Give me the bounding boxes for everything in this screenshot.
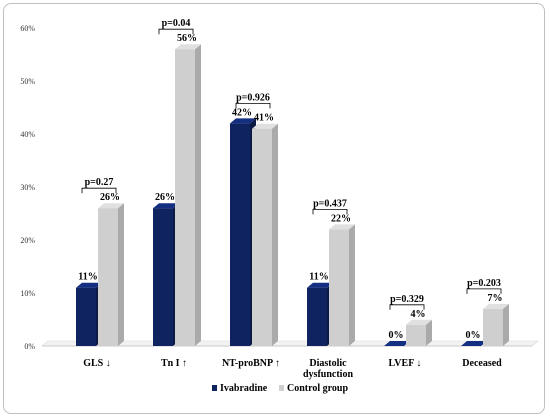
bar-top bbox=[252, 123, 278, 129]
data-label: 7% bbox=[488, 293, 503, 304]
bar-top bbox=[384, 341, 410, 346]
category-label: Tn I ↑ bbox=[161, 358, 187, 369]
bar bbox=[76, 287, 96, 346]
bar-top bbox=[153, 203, 179, 209]
p-value-bracket bbox=[81, 187, 117, 194]
y-tick-label: 10% bbox=[20, 289, 35, 298]
y-tick-label: 20% bbox=[20, 236, 35, 245]
y-tick-label: 50% bbox=[20, 77, 35, 86]
p-value-bracket bbox=[235, 103, 271, 109]
data-label: 26% bbox=[155, 192, 175, 203]
p-value-label: p=0.437 bbox=[313, 198, 347, 209]
p-value-label: p=0.926 bbox=[236, 92, 270, 103]
legend-label: Ivabradine bbox=[220, 383, 268, 394]
category-label: GLS ↓ bbox=[83, 358, 111, 369]
bar-top bbox=[483, 303, 509, 309]
data-label: 11% bbox=[309, 272, 328, 283]
p-value-bracket bbox=[312, 209, 348, 215]
bar-top bbox=[461, 341, 487, 346]
bar bbox=[153, 208, 173, 346]
category-label: Diastolic dysfunction bbox=[303, 358, 353, 380]
bar-top bbox=[406, 319, 432, 325]
bar bbox=[329, 229, 349, 346]
bar-top bbox=[307, 282, 333, 288]
y-tick-label: 40% bbox=[20, 130, 35, 139]
bar-side bbox=[118, 203, 124, 346]
data-label: 0% bbox=[389, 330, 404, 341]
legend-swatch bbox=[279, 385, 284, 391]
bar bbox=[175, 49, 195, 346]
data-label: 4% bbox=[411, 309, 426, 320]
p-value-bracket bbox=[389, 304, 425, 310]
p-value-bracket bbox=[158, 28, 194, 35]
data-label: 26% bbox=[100, 192, 120, 203]
data-label: 56% bbox=[177, 33, 197, 44]
bar bbox=[483, 308, 503, 346]
bar-side bbox=[349, 224, 355, 346]
bar-top bbox=[230, 118, 256, 124]
category-label: LVEF ↓ bbox=[389, 358, 422, 369]
y-tick-label: 0% bbox=[24, 342, 35, 351]
y-tick-label: 60% bbox=[20, 24, 35, 33]
legend-label: Control group bbox=[287, 383, 348, 394]
data-label: 22% bbox=[331, 213, 351, 224]
p-value-label: p=0.04 bbox=[162, 18, 191, 29]
y-tick-label: 30% bbox=[20, 183, 35, 192]
bar bbox=[307, 287, 327, 346]
bar-top bbox=[98, 203, 124, 209]
category-label: NT-proBNP ↑ bbox=[222, 358, 280, 369]
bar bbox=[98, 208, 118, 346]
p-value-label: p=0.203 bbox=[467, 278, 501, 289]
data-label: 0% bbox=[466, 330, 481, 341]
bar-side bbox=[426, 319, 432, 346]
data-label: 41% bbox=[254, 113, 274, 124]
bar bbox=[406, 324, 426, 346]
bar-top bbox=[76, 282, 102, 288]
p-value-label: p=0.329 bbox=[390, 294, 424, 305]
bar-side bbox=[272, 123, 278, 346]
bar-top bbox=[175, 44, 201, 50]
p-value-label: p=0.27 bbox=[85, 177, 114, 188]
bar-top bbox=[329, 224, 355, 230]
bar bbox=[230, 123, 250, 347]
data-label: 11% bbox=[78, 272, 97, 283]
legend-swatch bbox=[212, 385, 217, 391]
p-value-bracket bbox=[466, 288, 502, 294]
bar bbox=[252, 128, 272, 346]
bar-side bbox=[195, 44, 201, 346]
data-label: 42% bbox=[232, 107, 252, 118]
category-label: Deceased bbox=[462, 358, 502, 369]
bar-side bbox=[503, 303, 509, 346]
